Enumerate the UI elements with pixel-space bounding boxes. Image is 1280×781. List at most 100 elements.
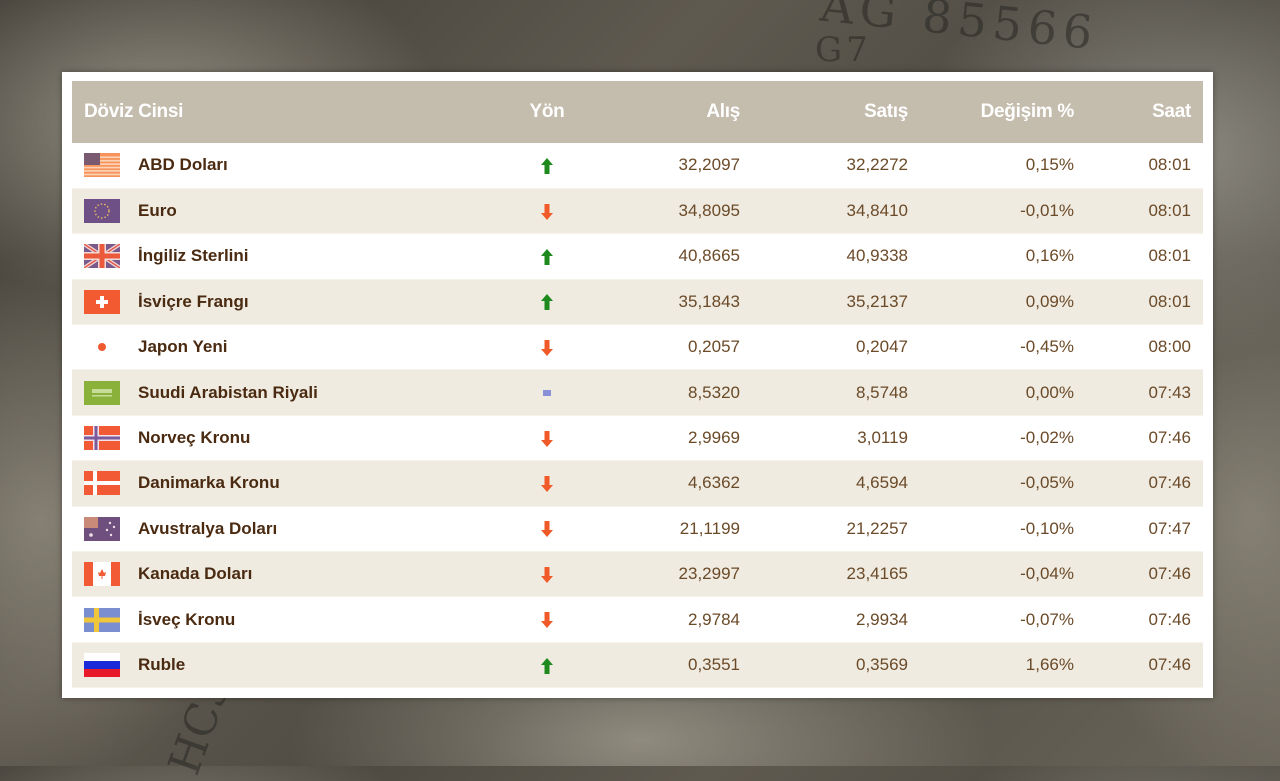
change-percent: -0,07% (920, 596, 1086, 643)
header-currency[interactable]: Döviz Cinsi (84, 101, 184, 122)
buy-price: 32,2097 (592, 143, 752, 189)
sell-price: 8,5748 (752, 369, 920, 416)
sa-flag-icon (84, 380, 120, 405)
table-row[interactable]: Avustralya Doları 21,1199 21,2257 -0,10%… (72, 506, 1203, 553)
background-banknote-text: AG 85566 (817, 0, 1101, 61)
table-row[interactable]: Norveç Kronu 2,9969 3,0119 -0,02% 07:46 (72, 415, 1203, 462)
ch-flag-icon (84, 289, 120, 314)
header-sell[interactable]: Satış (864, 101, 908, 122)
update-time: 08:00 (1086, 324, 1203, 371)
currency-name[interactable]: Ruble (138, 654, 186, 674)
arrow-up-icon (540, 157, 554, 175)
buy-price: 2,9969 (592, 415, 752, 462)
se-flag-icon (84, 607, 120, 632)
change-percent: -0,04% (920, 551, 1086, 598)
change-percent: -0,10% (920, 506, 1086, 553)
table-row[interactable]: Danimarka Kronu 4,6362 4,6594 -0,05% 07:… (72, 460, 1203, 507)
currency-name[interactable]: İsviçre Frangı (138, 291, 249, 311)
uk-flag-icon (82, 242, 122, 271)
update-time: 07:47 (1086, 506, 1203, 553)
background-banknote-text: G7 (815, 30, 872, 70)
currency-name[interactable]: Norveç Kronu (138, 428, 251, 448)
currency-name[interactable]: İngiliz Sterlini (138, 246, 249, 266)
sell-price: 32,2272 (752, 143, 920, 189)
currency-name[interactable]: Kanada Doları (138, 564, 253, 584)
exchange-rate-card: Döviz Cinsi Yön Alış Satış Değişim % Saa… (62, 72, 1213, 698)
buy-price: 21,1199 (592, 506, 752, 553)
buy-price: 23,2997 (592, 551, 752, 598)
sell-price: 0,2047 (752, 324, 920, 371)
update-time: 08:01 (1086, 233, 1203, 280)
change-percent: 0,09% (920, 279, 1086, 326)
change-percent: -0,02% (920, 415, 1086, 462)
change-percent: 0,16% (920, 233, 1086, 280)
buy-price: 34,8095 (592, 188, 752, 235)
direction-cell (502, 506, 592, 553)
arrow-down-icon (540, 520, 554, 538)
direction-cell (502, 460, 592, 507)
sell-price: 34,8410 (752, 188, 920, 235)
table-header-row: Döviz Cinsi Yön Alış Satış Değişim % Saa… (72, 81, 1203, 143)
currency-name[interactable]: ABD Doları (138, 155, 228, 175)
update-time: 07:46 (1086, 642, 1203, 689)
table-row[interactable]: Suudi Arabistan Riyali 8,5320 8,5748 0,0… (72, 369, 1203, 416)
dk-flag-icon (84, 471, 120, 496)
sell-price: 23,4165 (752, 551, 920, 598)
arrow-up-icon (540, 657, 554, 675)
header-time[interactable]: Saat (1152, 101, 1191, 122)
sell-price: 3,0119 (752, 415, 920, 462)
direction-cell (502, 279, 592, 326)
arrow-down-icon (540, 475, 554, 493)
arrow-down-icon (540, 430, 554, 448)
arrow-down-icon (540, 566, 554, 584)
direction-cell (502, 551, 592, 598)
direction-cell (502, 596, 592, 643)
jp-flag-icon (84, 335, 120, 359)
buy-price: 0,2057 (592, 324, 752, 371)
buy-price: 8,5320 (592, 369, 752, 416)
currency-name[interactable]: Japon Yeni (138, 337, 228, 357)
sell-price: 4,6594 (752, 460, 920, 507)
arrow-down-icon (540, 611, 554, 629)
buy-price: 40,8665 (592, 233, 752, 280)
currency-name[interactable]: İsveç Kronu (138, 609, 236, 629)
update-time: 07:46 (1086, 460, 1203, 507)
arrow-up-icon (540, 248, 554, 266)
table-row[interactable]: İsviçre Frangı 35,1843 35,2137 0,09% 08:… (72, 279, 1203, 326)
currency-name[interactable]: Suudi Arabistan Riyali (138, 382, 318, 402)
table-row[interactable]: ABD Doları 32,2097 32,2272 0,15% 08:01 (72, 143, 1203, 189)
change-percent: 1,66% (920, 642, 1086, 689)
direction-cell (502, 642, 592, 689)
change-percent: -0,01% (920, 188, 1086, 235)
table-row[interactable]: İngiliz Sterlini 40,8665 40,9338 0,16% 0… (72, 233, 1203, 280)
header-direction[interactable]: Yön (529, 101, 565, 122)
table-row[interactable]: İsveç Kronu 2,9784 2,9934 -0,07% 07:46 (72, 596, 1203, 643)
header-buy[interactable]: Alış (706, 101, 740, 122)
change-percent: -0,05% (920, 460, 1086, 507)
update-time: 07:46 (1086, 551, 1203, 598)
direction-cell (502, 324, 592, 371)
update-time: 08:01 (1086, 188, 1203, 235)
no-change-icon (540, 384, 554, 402)
currency-name[interactable]: Avustralya Doları (138, 518, 278, 538)
table-row[interactable]: Kanada Doları 23,2997 23,4165 -0,04% 07:… (72, 551, 1203, 598)
update-time: 07:46 (1086, 415, 1203, 462)
direction-cell (502, 143, 592, 189)
arrow-down-icon (540, 339, 554, 357)
update-time: 08:01 (1086, 143, 1203, 189)
buy-price: 4,6362 (592, 460, 752, 507)
direction-cell (502, 233, 592, 280)
au-flag-icon (84, 516, 120, 541)
buy-price: 2,9784 (592, 596, 752, 643)
table-row[interactable]: Ruble 0,3551 0,3569 1,66% 07:46 (72, 642, 1203, 689)
currency-name[interactable]: Danimarka Kronu (138, 473, 280, 493)
sell-price: 40,9338 (752, 233, 920, 280)
sell-price: 35,2137 (752, 279, 920, 326)
currency-name[interactable]: Euro (138, 201, 177, 221)
us-flag-icon (84, 153, 120, 178)
exchange-rate-table: Döviz Cinsi Yön Alış Satış Değişim % Saa… (72, 81, 1203, 689)
header-change[interactable]: Değişim % (980, 101, 1075, 122)
table-row[interactable]: Japon Yeni 0,2057 0,2047 -0,45% 08:00 (72, 324, 1203, 371)
direction-cell (502, 188, 592, 235)
table-row[interactable]: Euro 34,8095 34,8410 -0,01% 08:01 (72, 188, 1203, 235)
